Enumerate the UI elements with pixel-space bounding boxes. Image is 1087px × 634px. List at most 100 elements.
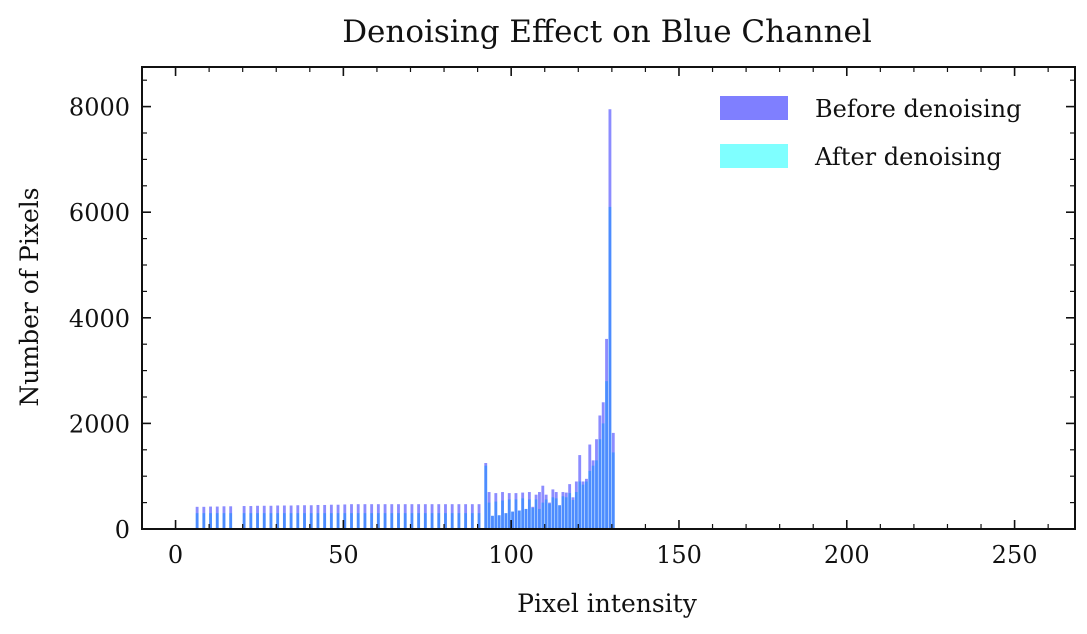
axis-ticks: 0 50 100 150 200 250 0 2000 4000 6000 8000 bbox=[69, 67, 1075, 569]
y-tick-label-0: 0 bbox=[115, 516, 130, 544]
bar-after-126 bbox=[598, 439, 602, 529]
bar-after-97 bbox=[501, 500, 504, 529]
bar-after-124 bbox=[591, 465, 595, 529]
bar-after-102 bbox=[517, 510, 521, 529]
bar-after-108 bbox=[538, 508, 541, 529]
bar-after-90 bbox=[477, 513, 481, 529]
bar-after-115 bbox=[561, 496, 565, 529]
bar-after-98 bbox=[504, 513, 508, 529]
bars-layer bbox=[195, 109, 615, 530]
bar-after-116 bbox=[564, 497, 568, 529]
bar-after-40 bbox=[309, 513, 313, 529]
bar-after-26 bbox=[262, 513, 266, 529]
legend-label-1: After denoising bbox=[814, 143, 1002, 171]
bar-after-129 bbox=[608, 206, 612, 530]
x-tick-label-200: 200 bbox=[824, 541, 870, 569]
bar-after-50 bbox=[343, 513, 347, 529]
bar-after-64 bbox=[390, 513, 394, 529]
bar-after-46 bbox=[329, 513, 333, 529]
bar-after-130 bbox=[611, 452, 615, 529]
bar-after-68 bbox=[403, 513, 407, 529]
bar-after-123 bbox=[588, 470, 592, 529]
bar-after-104 bbox=[524, 508, 528, 529]
bar-after-82 bbox=[450, 513, 454, 529]
bar-after-62 bbox=[383, 513, 387, 529]
x-tick-label-50: 50 bbox=[328, 541, 359, 569]
bar-after-109 bbox=[541, 502, 545, 529]
y-axis-label: Number of Pixels bbox=[15, 187, 44, 406]
bar-after-28 bbox=[269, 513, 273, 529]
bar-after-113 bbox=[554, 498, 558, 529]
bar-after-30 bbox=[276, 513, 280, 529]
x-tick-label-0: 0 bbox=[168, 541, 183, 569]
bar-after-10 bbox=[209, 513, 212, 529]
legend: Before denoising After denoising bbox=[720, 95, 1021, 171]
bar-after-20 bbox=[242, 513, 246, 529]
bar-after-70 bbox=[410, 513, 414, 529]
bar-after-119 bbox=[574, 492, 578, 529]
bar-after-94 bbox=[491, 515, 494, 529]
bar-after-56 bbox=[363, 513, 367, 529]
y-tick-label-2000: 2000 bbox=[69, 410, 130, 438]
bar-after-114 bbox=[558, 505, 562, 529]
legend-swatch-0 bbox=[720, 96, 788, 120]
x-tick-label-250: 250 bbox=[992, 541, 1038, 569]
bar-after-125 bbox=[595, 460, 598, 529]
bar-after-8 bbox=[202, 513, 206, 529]
bar-after-101 bbox=[514, 499, 518, 529]
bar-after-36 bbox=[296, 513, 300, 529]
bar-after-24 bbox=[256, 513, 259, 529]
bar-after-32 bbox=[282, 513, 286, 529]
bar-after-14 bbox=[222, 513, 226, 529]
bar-after-60 bbox=[376, 513, 380, 529]
x-tick-label-100: 100 bbox=[488, 541, 534, 569]
y-tick-label-8000: 8000 bbox=[69, 94, 130, 122]
bar-after-34 bbox=[289, 513, 293, 529]
bar-after-120 bbox=[578, 481, 582, 529]
x-tick-label-150: 150 bbox=[656, 541, 702, 569]
bar-after-118 bbox=[571, 499, 575, 529]
y-tick-label-6000: 6000 bbox=[69, 199, 130, 227]
y-tick-label-4000: 4000 bbox=[69, 305, 130, 333]
bar-after-110 bbox=[544, 499, 548, 529]
bar-after-103 bbox=[521, 498, 525, 529]
bar-after-96 bbox=[497, 515, 501, 529]
legend-label-0: Before denoising bbox=[815, 95, 1021, 123]
bar-after-52 bbox=[350, 513, 353, 529]
bar-after-105 bbox=[527, 499, 531, 529]
bar-after-74 bbox=[423, 513, 427, 529]
bar-after-88 bbox=[470, 513, 474, 529]
bar-after-76 bbox=[430, 513, 434, 529]
bar-after-84 bbox=[457, 513, 461, 529]
bar-after-48 bbox=[336, 513, 340, 529]
bar-after-22 bbox=[249, 513, 253, 529]
bar-after-107 bbox=[534, 499, 538, 529]
plot-frame bbox=[141, 66, 1076, 530]
bar-after-93 bbox=[487, 502, 491, 529]
bar-after-16 bbox=[229, 513, 233, 529]
bar-after-112 bbox=[551, 497, 555, 529]
bar-after-78 bbox=[437, 513, 441, 529]
bar-after-106 bbox=[531, 507, 535, 529]
bar-after-122 bbox=[585, 481, 588, 529]
bar-after-54 bbox=[356, 513, 360, 529]
bar-after-58 bbox=[370, 513, 374, 529]
bar-after-72 bbox=[417, 513, 421, 529]
series-1 bbox=[195, 206, 615, 530]
series-0 bbox=[195, 109, 615, 530]
x-axis-label: Pixel intensity bbox=[517, 589, 698, 618]
bar-after-42 bbox=[316, 513, 320, 529]
bar-after-80 bbox=[444, 513, 447, 529]
bar-after-95 bbox=[494, 501, 498, 529]
bar-after-100 bbox=[511, 511, 515, 529]
bar-after-121 bbox=[581, 484, 585, 529]
chart-title: Denoising Effect on Blue Channel bbox=[342, 14, 872, 50]
bar-after-86 bbox=[464, 513, 468, 529]
legend-swatch-1 bbox=[720, 144, 788, 168]
bar-after-92 bbox=[484, 465, 488, 529]
bar-after-111 bbox=[548, 503, 551, 529]
bar-after-128 bbox=[605, 381, 608, 529]
bar-after-6 bbox=[195, 513, 199, 529]
